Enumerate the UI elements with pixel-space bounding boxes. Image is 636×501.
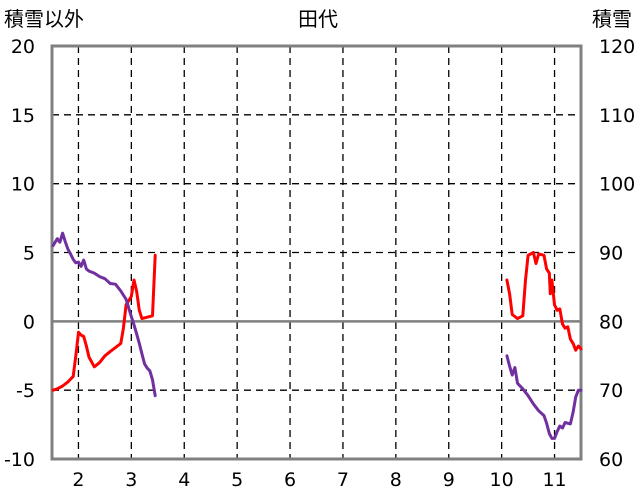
grid-lines <box>52 46 581 459</box>
series-0-line-segment-0 <box>51 253 157 392</box>
right-axis-label: 積雪 <box>592 7 632 31</box>
x-tick-label: 8 <box>390 469 402 491</box>
left-tick-label: 15 <box>11 105 35 127</box>
left-tick-label: 0 <box>23 311 35 333</box>
left-axis-label: 積雪以外 <box>4 7 84 31</box>
series-0-line-segment-1 <box>505 251 583 352</box>
tick-labels: -10 -5 0 5 10 15 20 60 70 80 90 100 110 120 2 3 4 5 6 7 8 9 10… <box>4 36 635 491</box>
x-tick-label: 10 <box>490 469 514 491</box>
left-tick-label: -5 <box>16 380 35 402</box>
x-tick-label: 7 <box>337 469 349 491</box>
x-tick-label: 9 <box>443 469 455 491</box>
right-tick-label: 80 <box>599 311 623 333</box>
x-tick-label: 5 <box>231 469 243 491</box>
x-tick-label: 3 <box>125 469 137 491</box>
x-tick-label: 2 <box>72 469 84 491</box>
series-1-line-segment-1 <box>505 354 583 440</box>
right-tick-label: 70 <box>599 380 623 402</box>
left-tick-label: 20 <box>11 36 35 58</box>
right-tick-label: 90 <box>599 243 623 265</box>
x-tick-label: 6 <box>284 469 296 491</box>
left-tick-label: 10 <box>11 174 35 196</box>
series-layer <box>51 231 583 440</box>
left-tick-label: -10 <box>4 449 35 471</box>
right-tick-label: 60 <box>599 449 623 471</box>
left-tick-label: 5 <box>23 243 35 265</box>
x-tick-label: 11 <box>542 469 566 491</box>
right-tick-label: 100 <box>599 174 635 196</box>
right-tick-label: 110 <box>599 105 635 127</box>
right-tick-label: 120 <box>599 36 635 58</box>
series-1-line-segment-0 <box>51 231 157 398</box>
x-tick-label: 4 <box>178 469 190 491</box>
chart-title: 田代 <box>298 7 338 31</box>
plot-area-frame <box>50 44 583 461</box>
